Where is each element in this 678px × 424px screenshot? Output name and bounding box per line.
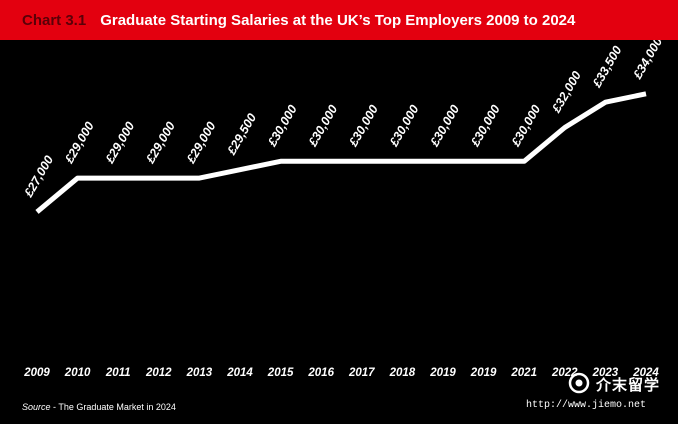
x-tick-label: 2016 [307, 367, 334, 379]
watermark-url: http://www.jiemo.net [526, 400, 647, 411]
data-label: £29,000 [62, 119, 97, 166]
data-label: £29,000 [183, 119, 218, 166]
x-tick-label: 2019 [470, 367, 497, 379]
data-label: £30,000 [468, 103, 503, 150]
x-tick-label: 2009 [23, 367, 50, 379]
source-text: - The Graduate Market in 2024 [50, 402, 176, 412]
x-tick-label: 2024 [632, 367, 659, 379]
x-tick-label: 2022 [551, 367, 578, 379]
x-tick-label: 2014 [226, 367, 253, 379]
watermark: 介末留学 http://www.jiemo.net [526, 372, 668, 418]
x-tick-label: 2011 [105, 367, 131, 379]
x-tick-label: 2018 [389, 367, 416, 379]
data-label: £30,000 [346, 103, 381, 150]
data-label: £32,000 [549, 69, 584, 116]
x-tick-label: 2010 [64, 367, 91, 379]
chart-title: Graduate Starting Salaries at the UK’s T… [100, 11, 576, 29]
title-bar: Chart 3.1 Graduate Starting Salaries at … [0, 0, 678, 40]
source-prefix: Source [22, 402, 51, 412]
x-tick-label: 2019 [429, 367, 456, 379]
x-tick-label: 2023 [592, 367, 619, 379]
x-tick-label: 2021 [510, 367, 537, 379]
x-tick-label: 2012 [145, 367, 172, 379]
data-label: £29,000 [143, 119, 178, 166]
data-label: £30,000 [386, 103, 421, 150]
chart-number: Chart 3.1 [22, 11, 87, 29]
data-label: £29,000 [102, 119, 137, 166]
data-label: £27,000 [21, 153, 56, 200]
data-label: £29,500 [224, 111, 259, 158]
data-label: £30,000 [427, 103, 462, 150]
data-label: £30,000 [508, 103, 543, 150]
x-tick-label: 2013 [186, 367, 213, 379]
source-note: Source - The Graduate Market in 2024 [22, 402, 176, 412]
x-tick-label: 2015 [267, 367, 294, 379]
series-line [35, 91, 647, 214]
data-label: £33,500 [589, 44, 624, 91]
data-label: £30,000 [305, 103, 340, 150]
salary-line-chart: £27,000£29,000 £29,000 £29,000 £29,000 £29,5… [21, 40, 665, 379]
data-label: £30,000 [265, 103, 300, 150]
watermark-brand: 介末留学 [596, 377, 661, 394]
data-label: £34,000 [630, 40, 665, 82]
x-tick-label: 2017 [348, 367, 375, 379]
jiemo-logo-icon [568, 372, 590, 394]
